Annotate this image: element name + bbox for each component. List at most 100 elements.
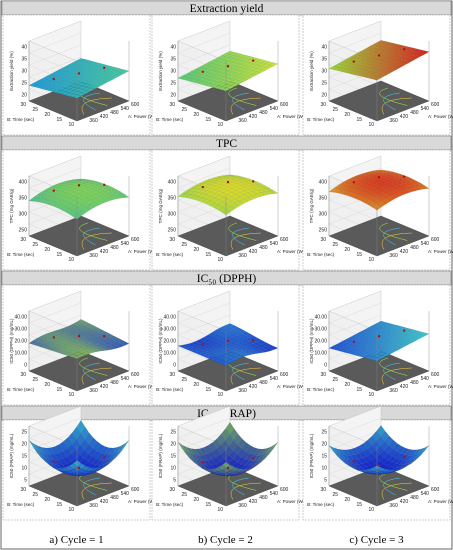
surface-cell [336,452,347,460]
surface-cell [224,178,234,182]
surface-cell [104,185,114,189]
design-point [377,464,381,467]
surface-cell [416,183,426,187]
x-tick-label: 540 [270,241,279,247]
surface-cell [407,57,417,62]
surface-cell [86,188,97,193]
grid-line [28,32,82,54]
section-1: Extraction yield 20 25 30 35 40 Extraction yie… [1,0,453,136]
surface-cell [386,340,396,345]
z-tick-label: 40.00 [163,315,176,321]
surface-cell [399,183,409,187]
contour-line [79,222,108,241]
y-tick-label: 15 [205,252,211,258]
y-tick-label: 30 [320,237,326,243]
x-tick-label: 360 [238,503,247,509]
surface-cell [80,325,89,331]
z-tick-label: 10 [170,466,176,472]
surface-cell [64,92,74,97]
surface-cell [369,473,379,475]
design-point [352,181,355,184]
surface-cell [390,345,400,349]
surface-cell [379,457,389,464]
surface-cell [358,336,368,341]
surface-cell [120,69,130,74]
surface-cell [381,198,391,205]
y-tick-label: 30 [169,372,175,378]
z-tick-label: 0 [173,363,176,369]
z-tick-label: 30 [21,69,27,75]
surface-cell [120,194,130,198]
surface-cell [85,204,95,211]
design-point [201,460,204,464]
panel-cycle-3: 5 10 15 20 25 IC50 (FRAP) (mg/mL) 360420480540… [302,405,453,521]
grid-line [328,417,382,439]
z-tick-label: 15 [21,454,27,460]
panel-cycle-2: 250 300 350 400 TPC (mg GAE/g) 36042048054060… [151,149,305,271]
surface-cell [375,173,385,177]
response-surface [177,50,279,92]
surface-cell [362,50,373,55]
surface-cell [377,473,387,475]
grid-line [328,32,382,54]
surface-cell [197,81,207,85]
z-tick-label: 20.00 [314,339,327,345]
y-axis-label: B: Time (sec) [7,252,35,257]
design-point [103,183,106,187]
surface-cell [61,189,72,194]
response-surface [28,178,130,220]
surface-cell [99,185,110,189]
y-tick-label: 10 [217,122,223,128]
surface-cell [57,188,68,192]
surface-cell [68,210,78,217]
z-tick-label: 30 [321,69,327,75]
surface-cell [230,203,240,210]
x-tick-label: 480 [110,495,119,501]
y-tick-label: 15 [205,117,211,123]
surface-cell [32,84,42,88]
surface-cell [420,50,430,55]
surface-cell [407,332,418,337]
z-tick-label: 40.00 [14,315,27,321]
contour-line [381,232,412,250]
contour-line [383,92,400,111]
surface-cell [81,349,91,353]
surface-cell [77,344,88,348]
panel-cycle-2: 20 25 30 35 40 Extraction yield (%) 3604204805… [151,14,305,136]
y-axis-label: B: Time (sec) [156,387,184,392]
surface-cell [395,48,406,52]
x-tick-label: 480 [410,110,419,116]
z-tick-label: 300 [168,212,177,218]
x-tick-label: 600 [131,237,140,243]
surface-cell [249,447,259,456]
y-tick-label: 15 [56,387,62,393]
y-tick-label: 10 [68,507,74,513]
x-axis-label: A: Power (W) [128,249,156,254]
surface-cell [44,199,54,205]
surface-cell [387,175,397,178]
x-axis-label: A: Power (W) [277,249,305,254]
surface-cell [407,187,417,192]
surface-cell [345,336,356,341]
design-point [77,466,81,470]
surface-cell [378,338,388,343]
surface-cell [386,471,395,474]
contour-line [232,92,249,111]
x-tick-label: 600 [131,372,140,378]
contour-line [81,97,112,115]
contour-line [228,87,257,106]
surface-cell [69,469,78,474]
contour-line [381,367,412,385]
x-tick-label: 360 [238,388,247,394]
surface-cell [190,456,199,464]
surface-cell [371,42,382,47]
z-tick-label: 5 [324,478,327,484]
surface-cell [32,446,42,456]
surface-cell [92,327,102,332]
x-tick-label: 540 [121,491,130,497]
surface-cell [58,333,68,338]
z-axis-label: IC50 (DPPH) (mg/mL) [309,318,314,364]
z-tick-label: 5 [173,478,176,484]
surface-cell [403,188,412,194]
